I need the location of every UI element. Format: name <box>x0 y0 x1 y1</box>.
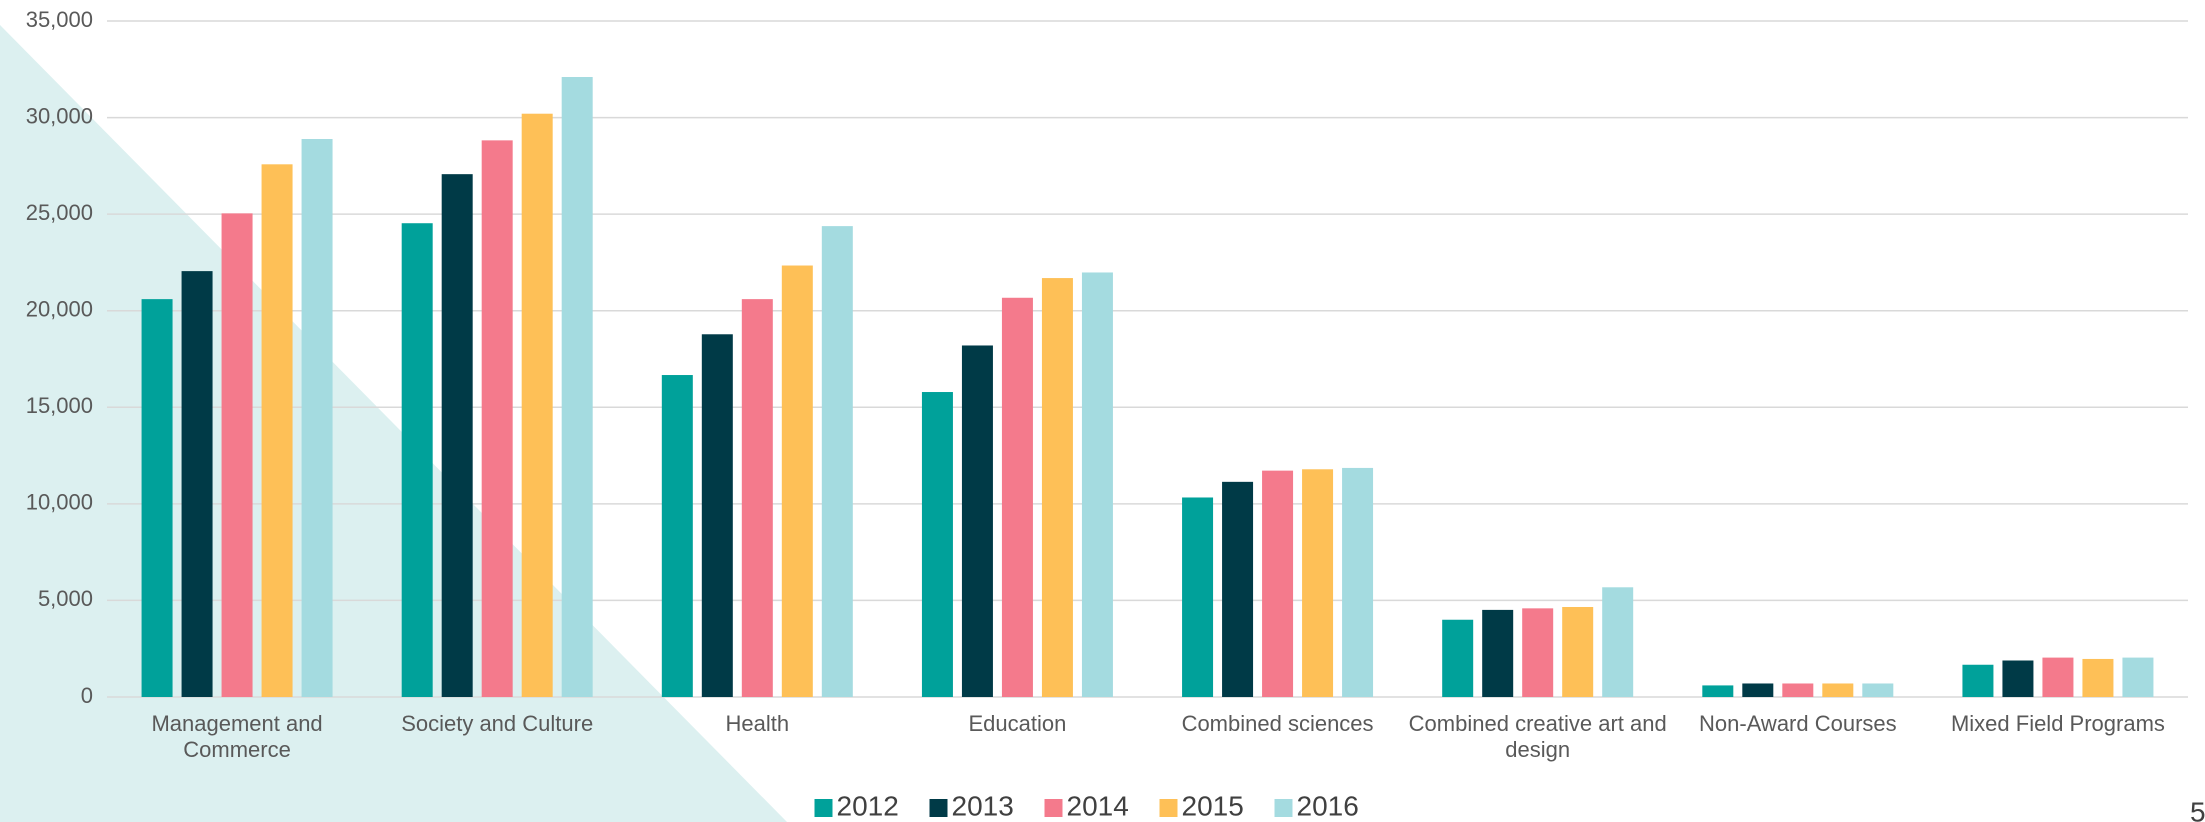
legend-swatch <box>1044 799 1063 817</box>
bar <box>821 226 853 697</box>
bar <box>261 164 293 697</box>
y-tick-label: 25,000 <box>26 200 93 225</box>
bar <box>1962 664 1994 697</box>
bar <box>221 213 253 697</box>
bar <box>1041 278 1073 697</box>
legend-label: 2012 <box>837 790 899 821</box>
bar <box>741 299 773 697</box>
legend-label: 2014 <box>1067 790 1129 821</box>
bar <box>1442 619 1474 697</box>
bar <box>1782 683 1814 697</box>
legend-swatch <box>1274 799 1293 817</box>
y-tick-label: 35,000 <box>26 7 93 32</box>
bar <box>141 299 173 697</box>
x-tick-label: Combined sciences <box>1181 711 1374 736</box>
bar <box>781 265 813 697</box>
bar <box>1342 467 1374 697</box>
bar <box>561 77 593 698</box>
bar <box>1222 481 1254 697</box>
page-number: 5 <box>2190 796 2205 822</box>
y-tick-label: 0 <box>81 683 93 708</box>
x-tick-label-box: Combined creative art and design <box>1408 711 1667 762</box>
y-tick-label: 20,000 <box>26 297 93 322</box>
y-tick-label: 10,000 <box>26 490 93 515</box>
y-tick-label: 5,000 <box>38 586 93 611</box>
legend-label: 2015 <box>1182 790 1244 821</box>
y-tick-label: 15,000 <box>26 393 93 418</box>
bar <box>2002 660 2034 697</box>
x-tick-label-box: Non-Award Courses <box>1698 711 1897 736</box>
x-tick-label: Health <box>725 711 790 736</box>
x-tick-label: Mixed Field Programs <box>1950 711 2165 736</box>
bar <box>1482 609 1514 697</box>
x-tick-label: Education <box>968 711 1067 736</box>
bar <box>1602 587 1634 697</box>
bar <box>521 113 553 698</box>
bar <box>1562 606 1594 697</box>
bar <box>961 345 993 697</box>
legend-label: 2016 <box>1297 790 1359 821</box>
bar <box>1081 272 1113 697</box>
bar <box>1182 497 1214 697</box>
bar <box>1742 683 1774 697</box>
bar <box>1862 683 1894 697</box>
bar <box>181 271 213 697</box>
x-tick-label: Management and Commerce <box>151 711 323 762</box>
x-tick-label-box: Mixed Field Programs <box>1950 711 2165 736</box>
x-tick-label: Combined creative art and design <box>1408 711 1667 762</box>
bar <box>661 375 693 697</box>
bar <box>1302 469 1334 697</box>
bar <box>921 392 953 697</box>
legend-swatch <box>929 799 948 817</box>
x-tick-label: Non-Award Courses <box>1698 711 1897 736</box>
legend-label: 2013 <box>952 790 1014 821</box>
bar <box>1702 685 1734 697</box>
legend-swatch <box>1159 799 1178 817</box>
x-tick-label-box: Combined sciences <box>1181 711 1374 736</box>
bar <box>1522 608 1554 697</box>
bar <box>2082 658 2114 697</box>
y-tick-label: 30,000 <box>26 103 93 128</box>
x-tick-label-box: Health <box>725 711 790 736</box>
bar <box>2122 657 2154 697</box>
bar <box>701 334 733 697</box>
x-tick-label-box: Management and Commerce <box>151 711 323 762</box>
x-tick-label-box: Society and Culture <box>401 711 594 736</box>
bar <box>1001 297 1033 697</box>
x-tick-label: Society and Culture <box>401 711 594 736</box>
legend-swatch <box>814 799 833 817</box>
x-tick-label-box: Education <box>968 711 1067 736</box>
bar <box>1262 470 1294 697</box>
bar <box>2042 657 2074 697</box>
bar <box>401 223 433 697</box>
bar <box>481 140 513 697</box>
bar <box>301 139 333 698</box>
bar <box>441 174 473 697</box>
bar <box>1822 683 1854 697</box>
